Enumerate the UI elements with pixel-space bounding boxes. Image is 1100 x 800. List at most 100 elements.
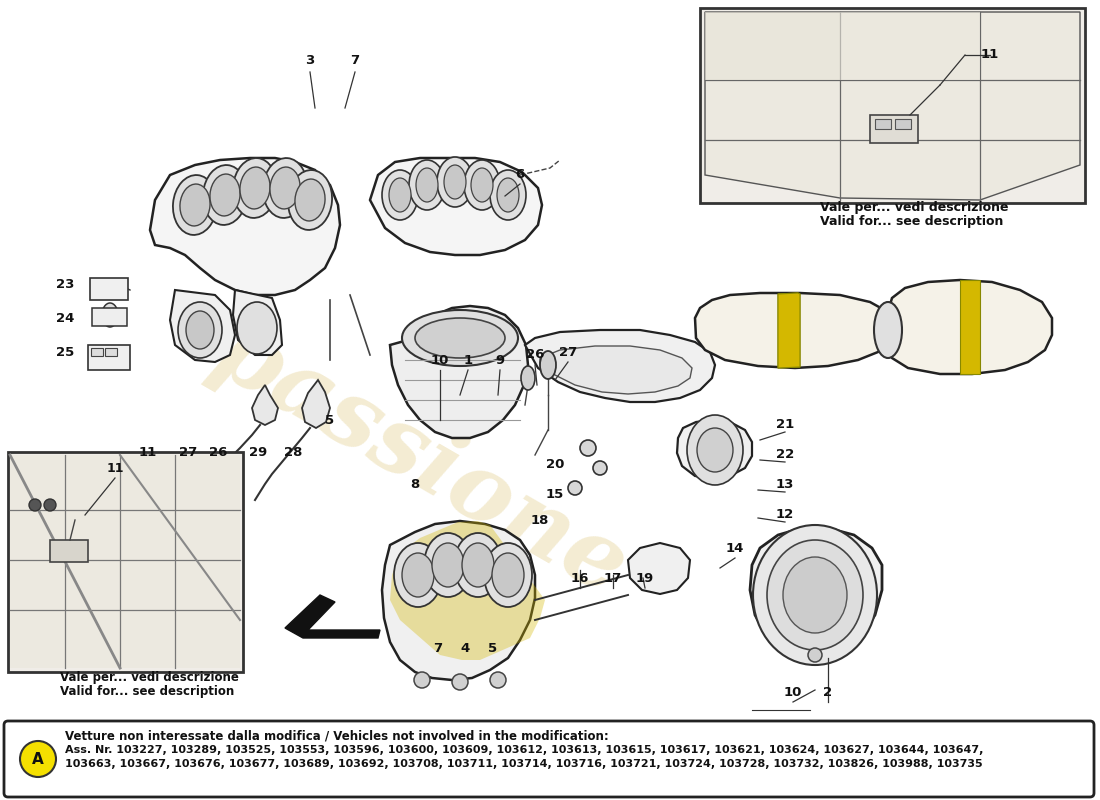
Text: 26: 26 xyxy=(209,446,228,458)
Ellipse shape xyxy=(462,543,494,587)
Ellipse shape xyxy=(697,428,733,472)
Bar xyxy=(88,345,130,370)
Text: 22: 22 xyxy=(776,449,794,462)
Ellipse shape xyxy=(402,553,434,597)
Polygon shape xyxy=(750,528,882,658)
Polygon shape xyxy=(525,330,715,402)
Ellipse shape xyxy=(454,533,502,597)
Ellipse shape xyxy=(389,178,411,212)
Text: 11: 11 xyxy=(981,49,999,62)
Text: Ass. Nr. 103227, 103289, 103525, 103553, 103596, 103600, 103609, 103612, 103613,: Ass. Nr. 103227, 103289, 103525, 103553,… xyxy=(65,745,983,755)
Text: 24: 24 xyxy=(56,311,74,325)
Polygon shape xyxy=(252,385,278,425)
Ellipse shape xyxy=(521,366,535,390)
Text: 11: 11 xyxy=(107,462,123,474)
Text: 16: 16 xyxy=(571,571,590,585)
Text: Valid for... see description: Valid for... see description xyxy=(60,686,234,698)
Ellipse shape xyxy=(754,525,877,665)
Bar xyxy=(104,348,117,356)
Polygon shape xyxy=(628,543,690,594)
Ellipse shape xyxy=(452,674,468,690)
Text: 10: 10 xyxy=(431,354,449,366)
Ellipse shape xyxy=(484,543,532,607)
Polygon shape xyxy=(370,158,542,255)
Ellipse shape xyxy=(270,167,300,209)
Ellipse shape xyxy=(783,557,847,633)
Ellipse shape xyxy=(44,499,56,511)
Text: 5: 5 xyxy=(488,642,497,654)
Text: 21: 21 xyxy=(776,418,794,431)
Ellipse shape xyxy=(288,170,332,230)
Ellipse shape xyxy=(416,168,438,202)
Text: 10: 10 xyxy=(784,686,802,698)
Circle shape xyxy=(20,741,56,777)
Ellipse shape xyxy=(593,461,607,475)
Ellipse shape xyxy=(402,310,518,366)
Ellipse shape xyxy=(688,415,742,485)
Text: 19: 19 xyxy=(636,571,654,585)
Text: Vale per... vedi descrizione: Vale per... vedi descrizione xyxy=(60,671,239,685)
Bar xyxy=(50,540,88,562)
Polygon shape xyxy=(778,293,800,368)
Polygon shape xyxy=(695,293,892,368)
Text: 27: 27 xyxy=(179,446,197,458)
Polygon shape xyxy=(778,293,800,368)
Text: 4: 4 xyxy=(461,642,470,654)
Text: 5: 5 xyxy=(326,414,334,426)
Ellipse shape xyxy=(424,533,472,597)
Polygon shape xyxy=(10,455,240,668)
Ellipse shape xyxy=(464,160,500,210)
Text: 20: 20 xyxy=(546,458,564,471)
Ellipse shape xyxy=(568,481,582,495)
Polygon shape xyxy=(150,158,340,295)
Ellipse shape xyxy=(102,303,118,327)
Ellipse shape xyxy=(29,499,41,511)
Ellipse shape xyxy=(437,157,473,207)
Text: A: A xyxy=(32,751,44,766)
Polygon shape xyxy=(302,380,330,428)
Bar xyxy=(700,8,1085,203)
Text: Vale per... vedi descrizione: Vale per... vedi descrizione xyxy=(820,202,1009,214)
Polygon shape xyxy=(285,595,380,638)
Bar xyxy=(895,119,911,129)
Text: 23: 23 xyxy=(56,278,74,291)
Bar xyxy=(840,12,980,80)
Ellipse shape xyxy=(471,168,493,202)
Polygon shape xyxy=(886,280,1052,374)
Bar xyxy=(91,348,103,356)
Text: 12: 12 xyxy=(776,509,794,522)
Text: 7: 7 xyxy=(433,642,442,654)
Bar xyxy=(705,12,840,80)
Text: 6: 6 xyxy=(516,169,525,182)
Polygon shape xyxy=(390,306,528,438)
Polygon shape xyxy=(390,521,544,660)
Text: 15: 15 xyxy=(546,489,564,502)
Bar xyxy=(870,115,918,143)
Text: passione: passione xyxy=(198,306,642,614)
Text: 17: 17 xyxy=(604,571,623,585)
Ellipse shape xyxy=(233,158,277,218)
Ellipse shape xyxy=(432,543,464,587)
Text: 28: 28 xyxy=(284,446,302,458)
Ellipse shape xyxy=(808,648,822,662)
Text: 13: 13 xyxy=(776,478,794,491)
Polygon shape xyxy=(382,521,535,680)
Ellipse shape xyxy=(236,302,277,354)
Bar xyxy=(8,452,243,672)
Ellipse shape xyxy=(767,540,864,650)
Polygon shape xyxy=(170,290,235,362)
Ellipse shape xyxy=(490,170,526,220)
Ellipse shape xyxy=(497,178,519,212)
Ellipse shape xyxy=(874,302,902,358)
Ellipse shape xyxy=(210,174,240,216)
Ellipse shape xyxy=(492,553,524,597)
Text: 18: 18 xyxy=(531,514,549,526)
Text: 103663, 103667, 103676, 103677, 103689, 103692, 103708, 103711, 103714, 103716, : 103663, 103667, 103676, 103677, 103689, … xyxy=(65,759,982,769)
Polygon shape xyxy=(960,280,980,374)
Ellipse shape xyxy=(186,311,214,349)
Ellipse shape xyxy=(180,184,210,226)
Ellipse shape xyxy=(263,158,307,218)
Bar xyxy=(90,278,128,300)
Text: 27: 27 xyxy=(559,346,578,358)
Bar xyxy=(874,119,891,129)
